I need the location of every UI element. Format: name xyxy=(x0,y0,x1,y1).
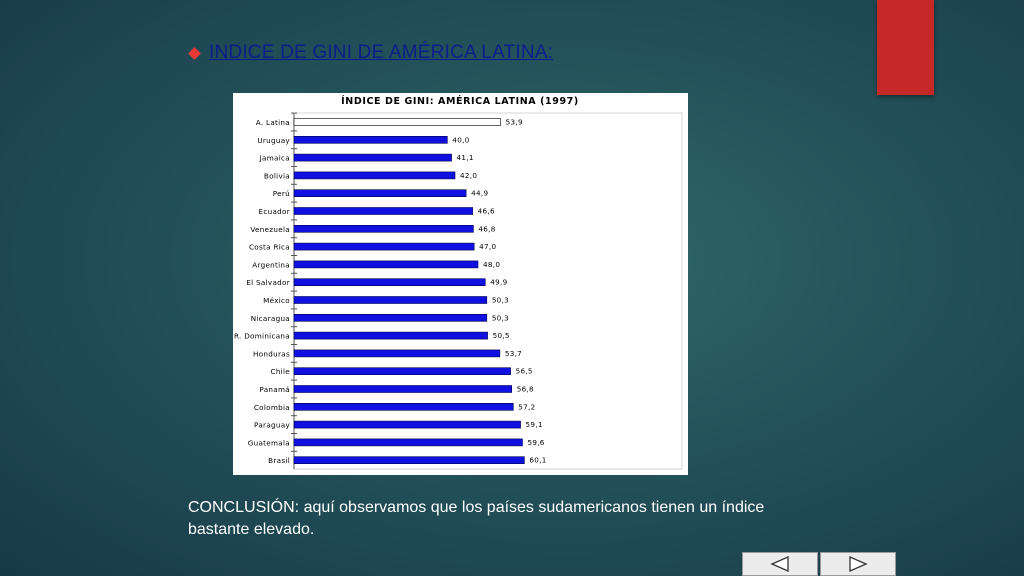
bar xyxy=(293,456,525,465)
diamond-bullet-icon xyxy=(188,46,201,60)
data-label: 46,8 xyxy=(478,224,495,233)
category-label: A. Latina xyxy=(256,118,290,127)
bar xyxy=(293,331,488,340)
bar xyxy=(293,242,475,251)
data-label: 44,9 xyxy=(471,189,488,198)
bar xyxy=(293,314,488,322)
slide-heading: INDICE DE GINI DE AMÉRICA LATINA: xyxy=(188,40,554,66)
data-label: 50,3 xyxy=(492,313,509,322)
bar xyxy=(293,207,473,215)
data-label: 56,8 xyxy=(517,385,534,394)
triangle-right-icon xyxy=(849,556,868,572)
category-label: Guatemala xyxy=(248,438,290,447)
category-label: Panamá xyxy=(259,385,290,394)
bar xyxy=(293,296,488,304)
bar xyxy=(293,420,521,429)
data-label: 53,9 xyxy=(506,118,523,127)
category-label: Argentina xyxy=(252,260,290,269)
previous-slide-button[interactable] xyxy=(742,552,818,576)
category-label: Jamaica xyxy=(259,154,290,163)
category-label: Uruguay xyxy=(257,136,290,145)
bar xyxy=(293,349,501,358)
conclusion-text: CONCLUSIÓN: aquí observamos que los país… xyxy=(188,499,765,538)
category-label: El Salvador xyxy=(246,278,290,287)
bar xyxy=(293,171,456,180)
data-label: 50,5 xyxy=(493,331,510,340)
data-label: 47,0 xyxy=(479,242,496,251)
category-label: Perú xyxy=(273,189,290,198)
data-label: 53,7 xyxy=(505,349,522,358)
gini-chart-svg: ÍNDICE DE GINI: AMÉRICA LATINA (1997) A. … xyxy=(234,95,683,470)
bar xyxy=(293,225,474,233)
data-label: 50,3 xyxy=(492,296,509,305)
category-label: Colombia xyxy=(254,403,290,412)
bar xyxy=(293,153,452,162)
data-label: 57,2 xyxy=(518,402,535,411)
bar xyxy=(293,135,448,144)
slide-navigation xyxy=(742,552,896,576)
bar xyxy=(293,385,513,393)
chart-title: ÍNDICE DE GINI: AMÉRICA LATINA (1997) xyxy=(341,95,579,107)
bar xyxy=(293,402,514,411)
next-slide-button[interactable] xyxy=(820,552,896,576)
data-label: 42,0 xyxy=(460,171,477,180)
data-label: 41,1 xyxy=(457,153,474,162)
data-label: 46,6 xyxy=(478,207,495,216)
heading-link[interactable]: INDICE DE GINI DE AMÉRICA LATINA: xyxy=(209,42,554,63)
category-label: México xyxy=(263,296,290,305)
gini-chart: ÍNDICE DE GINI: AMÉRICA LATINA (1997) A. … xyxy=(233,93,688,475)
bar xyxy=(293,367,511,376)
category-label: Honduras xyxy=(253,349,290,358)
data-label: 40,0 xyxy=(452,135,469,144)
bar xyxy=(293,438,523,447)
data-label: 59,6 xyxy=(527,438,544,447)
data-label: 56,5 xyxy=(516,367,533,376)
bar xyxy=(293,118,501,126)
category-label: Paraguay xyxy=(254,421,290,430)
data-label: 49,9 xyxy=(490,278,507,287)
data-label: 59,1 xyxy=(526,420,543,429)
category-label: R. Dominicana xyxy=(234,332,290,341)
category-label: Bolivia xyxy=(264,171,290,180)
plot-area-frame xyxy=(293,112,683,470)
red-accent-tab xyxy=(877,0,934,95)
category-label: Venezuela xyxy=(250,225,290,234)
category-label: Costa Rica xyxy=(249,243,290,252)
category-label: Brasil xyxy=(268,456,290,465)
bar xyxy=(293,189,467,197)
bar xyxy=(293,260,479,269)
category-label: Nicaragua xyxy=(251,314,290,323)
data-label: 60,1 xyxy=(529,456,546,465)
data-label: 48,0 xyxy=(483,260,500,269)
triangle-left-icon xyxy=(770,556,789,572)
bar xyxy=(293,278,486,286)
category-label: Ecuador xyxy=(259,207,290,216)
category-label: Chile xyxy=(271,367,291,376)
